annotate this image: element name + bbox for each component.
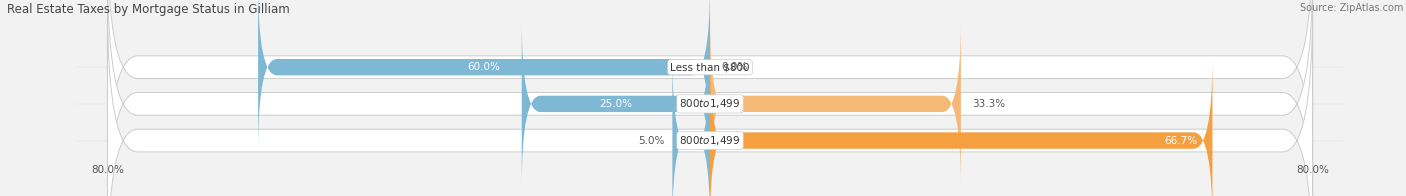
Text: 25.0%: 25.0% [599, 99, 633, 109]
Text: Real Estate Taxes by Mortgage Status in Gilliam: Real Estate Taxes by Mortgage Status in … [7, 3, 290, 16]
Text: $800 to $1,499: $800 to $1,499 [679, 134, 741, 147]
Text: Source: ZipAtlas.com: Source: ZipAtlas.com [1299, 3, 1403, 13]
Text: 0.0%: 0.0% [721, 62, 748, 72]
FancyBboxPatch shape [522, 20, 710, 187]
FancyBboxPatch shape [710, 57, 1212, 196]
FancyBboxPatch shape [259, 0, 710, 151]
FancyBboxPatch shape [107, 0, 1313, 196]
Text: 66.7%: 66.7% [1164, 136, 1198, 146]
Text: Less than $800: Less than $800 [671, 62, 749, 72]
FancyBboxPatch shape [107, 0, 1313, 196]
FancyBboxPatch shape [672, 57, 710, 196]
Text: 5.0%: 5.0% [638, 136, 665, 146]
Text: 60.0%: 60.0% [468, 62, 501, 72]
FancyBboxPatch shape [710, 20, 960, 187]
Text: 33.3%: 33.3% [972, 99, 1005, 109]
FancyBboxPatch shape [107, 5, 1313, 196]
Text: $800 to $1,499: $800 to $1,499 [679, 97, 741, 110]
